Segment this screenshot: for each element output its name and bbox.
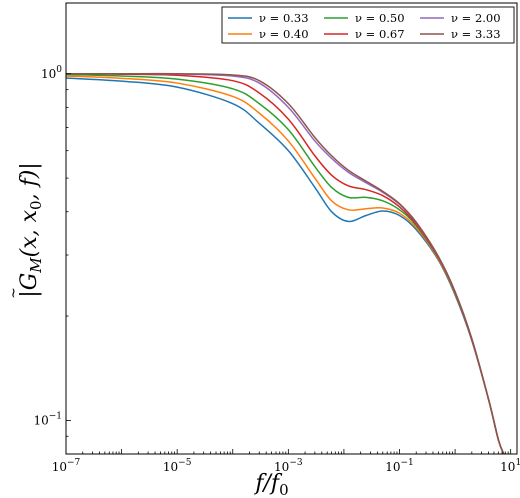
svg-text:|GM(x, x0, f)|: |GM(x, x0, f)| [17, 162, 45, 297]
x-axis-label: f/f0 [253, 471, 288, 498]
legend-entry: ν = 0.33 [259, 11, 309, 25]
y-axis: 100 10−1 [33, 65, 71, 455]
legend-entry: ν = 0.50 [355, 11, 405, 25]
svg-text:f/f0: f/f0 [253, 471, 288, 498]
legend-entry: ν = 0.67 [355, 27, 405, 41]
y-tick-label: 100 [41, 65, 62, 81]
series-line-4 [66, 72, 505, 454]
x-tick-label: 10−1 [385, 458, 414, 474]
series-line-0 [66, 77, 505, 454]
legend: ν = 0.33 ν = 0.40 ν = 0.50 ν = 0.67 ν = 2.00… [221, 6, 515, 44]
y-tick-label: 10−1 [33, 411, 62, 427]
series-line-1 [66, 75, 505, 454]
series-layer [66, 72, 505, 454]
x-tick-label: 10−7 [52, 458, 81, 474]
series-line-3 [66, 73, 505, 454]
x-tick-label: 101 [500, 458, 520, 474]
x-tick-label: 10−5 [163, 458, 192, 474]
legend-box [221, 6, 515, 44]
legend-entry: ν = 3.33 [451, 27, 501, 41]
svg-text:~: ~ [6, 287, 22, 299]
series-line-2 [66, 73, 505, 454]
legend-entry: ν = 0.40 [259, 27, 309, 41]
y-axis-label: |GM(x, x0, f)| ~ [6, 162, 45, 299]
series-line-5 [66, 72, 505, 454]
legend-entry: ν = 2.00 [451, 11, 501, 25]
plot-frame [65, 2, 518, 455]
x-axis: 10−7 10−5 10−3 10−1 101 [52, 449, 520, 474]
x-tick-label: 10−3 [274, 458, 303, 474]
